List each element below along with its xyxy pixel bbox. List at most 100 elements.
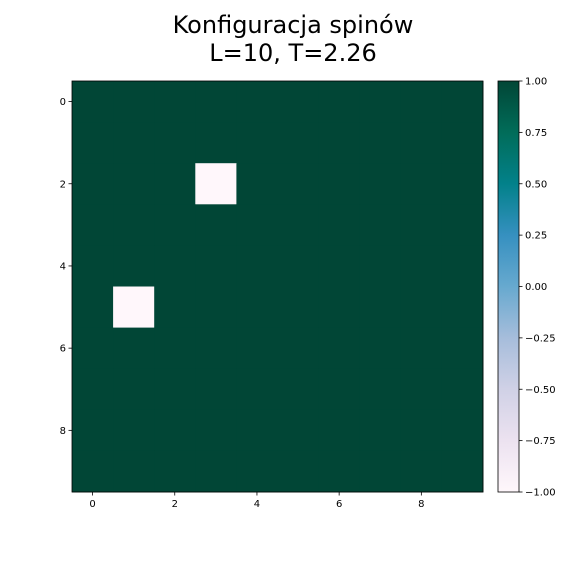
heatmap-cell xyxy=(441,368,484,411)
heatmap-cell xyxy=(72,327,114,370)
colorbar-tick-label: 0.25 xyxy=(525,231,547,242)
heatmap-cell xyxy=(236,286,278,328)
heatmap-cell xyxy=(277,122,319,164)
heatmap-cell xyxy=(318,163,361,205)
heatmap-cell xyxy=(318,204,361,246)
heatmap-cell xyxy=(400,409,443,452)
heatmap-cell xyxy=(318,286,361,328)
heatmap-cell xyxy=(359,245,402,287)
heatmap-cell xyxy=(441,204,484,246)
colorbar xyxy=(498,81,519,492)
chart-title-line-1: Konfiguracja spinów xyxy=(173,11,414,39)
heatmap-cell xyxy=(277,286,319,328)
heatmap-cell xyxy=(318,81,361,123)
colorbar-tick-label: −0.75 xyxy=(525,436,556,447)
heatmap-cell xyxy=(236,163,278,205)
y-tick-label: 0 xyxy=(60,97,66,108)
y-axis: 0 2 4 6 8 xyxy=(60,97,72,437)
y-tick-label: 4 xyxy=(60,261,66,272)
heatmap-cell xyxy=(359,163,402,205)
heatmap-cell xyxy=(113,409,155,452)
heatmap-cell xyxy=(113,122,155,164)
colorbar-tick-label: −0.25 xyxy=(525,333,556,344)
heatmap-cell xyxy=(195,286,237,328)
heatmap-cell xyxy=(195,327,237,370)
x-tick-label: 4 xyxy=(254,499,260,510)
x-tick-label: 0 xyxy=(89,499,95,510)
heatmap-cell xyxy=(113,81,155,123)
heatmap-cell xyxy=(441,81,484,123)
y-tick-label: 2 xyxy=(60,179,66,190)
colorbar-tick-label: −0.50 xyxy=(525,385,556,396)
heatmap-cell xyxy=(113,286,155,328)
heatmap-cell xyxy=(236,204,278,246)
heatmap-cell xyxy=(359,204,402,246)
heatmap-cell xyxy=(441,327,484,370)
colorbar-tick-label: 0.00 xyxy=(525,282,547,293)
heatmap-cell xyxy=(400,450,443,493)
heatmap-cell xyxy=(236,122,278,164)
heatmap-cell xyxy=(441,286,484,328)
heatmap-cell xyxy=(154,122,196,164)
heatmap-cell xyxy=(195,122,237,164)
x-tick-label: 2 xyxy=(172,499,178,510)
heatmap-cell xyxy=(72,368,114,411)
heatmap-cell xyxy=(318,327,361,370)
heatmap-cell xyxy=(154,409,196,452)
heatmap-cell xyxy=(318,245,361,287)
heatmap-cell xyxy=(277,163,319,205)
heatmap-cell xyxy=(195,245,237,287)
colorbar-tick-label: 0.50 xyxy=(525,179,547,190)
heatmap-cell xyxy=(195,81,237,123)
heatmap-cell xyxy=(318,368,361,411)
heatmap-cell xyxy=(277,327,319,370)
heatmap-cell xyxy=(400,286,443,328)
heatmap-cell xyxy=(154,245,196,287)
heatmap-cell xyxy=(154,450,196,493)
heatmap-cell xyxy=(113,163,155,205)
heatmap-cell xyxy=(359,286,402,328)
y-tick-label: 8 xyxy=(60,426,66,437)
x-axis: 0 2 4 6 8 xyxy=(89,492,425,510)
heatmap-cell xyxy=(318,122,361,164)
heatmap-cell xyxy=(154,204,196,246)
heatmap-cell xyxy=(195,368,237,411)
heatmap-cell xyxy=(441,409,484,452)
heatmap-cell xyxy=(277,81,319,123)
heatmap-cell xyxy=(154,327,196,370)
heatmap-cells xyxy=(72,81,484,493)
heatmap-cell xyxy=(359,368,402,411)
heatmap-cell xyxy=(236,368,278,411)
colorbar-axis: 1.00 0.75 0.50 0.25 0.00 −0.25 −0.50 −0.75 −1.00 xyxy=(519,77,556,499)
heatmap-cell xyxy=(154,286,196,328)
heatmap-cell xyxy=(72,163,114,205)
heatmap-cell xyxy=(154,163,196,205)
heatmap-cell xyxy=(400,327,443,370)
heatmap-cell xyxy=(72,409,114,452)
heatmap-cell xyxy=(72,450,114,493)
heatmap-cell xyxy=(154,368,196,411)
heatmap-cell xyxy=(441,245,484,287)
x-tick-label: 8 xyxy=(418,499,424,510)
heatmap-cell xyxy=(72,245,114,287)
heatmap-cell xyxy=(318,450,361,493)
heatmap-cell xyxy=(441,163,484,205)
heatmap-cell xyxy=(277,450,319,493)
heatmap-cell xyxy=(236,409,278,452)
colorbar-tick-label: 1.00 xyxy=(525,77,547,88)
heatmap-cell xyxy=(277,368,319,411)
heatmap-cell xyxy=(195,450,237,493)
heatmap-cell xyxy=(359,409,402,452)
x-tick-label: 6 xyxy=(336,499,342,510)
heatmap-cell xyxy=(236,81,278,123)
heatmap-cell xyxy=(277,245,319,287)
heatmap-cell xyxy=(195,204,237,246)
heatmap-cell xyxy=(113,368,155,411)
heatmap-cell xyxy=(236,245,278,287)
colorbar-tick-label: −1.00 xyxy=(525,488,556,499)
heatmap-cell xyxy=(400,163,443,205)
heatmap-cell xyxy=(400,122,443,164)
heatmap-cell xyxy=(400,245,443,287)
heatmap-cell xyxy=(359,81,402,123)
heatmap-cell xyxy=(359,122,402,164)
